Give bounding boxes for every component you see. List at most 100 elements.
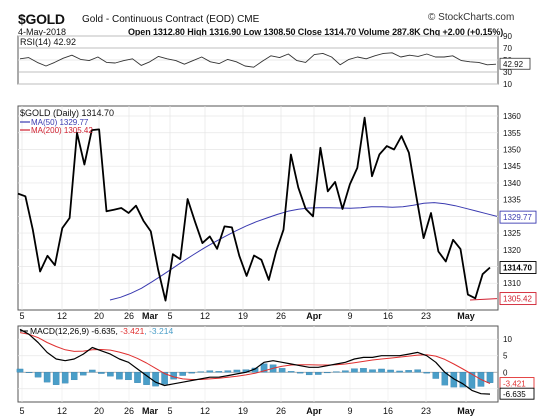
macd-histogram-bar bbox=[188, 372, 195, 374]
macd-panel bbox=[17, 325, 499, 403]
macd-histogram-bar bbox=[432, 372, 440, 379]
ma50-value-tag-box bbox=[499, 210, 537, 224]
ma200-legend-label: MA(200) 1305.42 bbox=[31, 126, 93, 135]
macd-histogram-bar bbox=[378, 368, 385, 373]
macd-histogram-bar bbox=[16, 368, 24, 373]
x-tick-label-bottom: 12 bbox=[57, 406, 67, 416]
price-tick-label: 1355 bbox=[503, 129, 521, 138]
x-tick-label-bottom: Mar bbox=[142, 406, 159, 416]
macd-histogram-bar bbox=[179, 372, 186, 376]
macd-histogram-bar bbox=[396, 370, 403, 373]
rsi-last-value: 42.92 bbox=[503, 60, 524, 69]
ma200-line bbox=[469, 298, 498, 301]
macd-histogram-bar bbox=[414, 369, 421, 373]
chart-date: 4-May-2018 bbox=[18, 27, 67, 37]
x-tick-label: 23 bbox=[421, 311, 431, 321]
x-tick-label: May bbox=[457, 311, 475, 321]
price-value-tag: 1314.70 bbox=[503, 264, 532, 273]
macd-histogram-bar bbox=[215, 371, 223, 373]
x-tick-label-bottom: Apr bbox=[306, 406, 322, 416]
macd-histogram-bar bbox=[459, 372, 467, 388]
macd-histogram-bar bbox=[278, 368, 286, 373]
macd-histogram-bar bbox=[89, 369, 96, 373]
macd-histogram-bar bbox=[287, 371, 295, 373]
rsi-tick-label: 90 bbox=[503, 32, 512, 41]
macd-histogram-bar bbox=[260, 363, 268, 373]
macd-histogram-bar bbox=[125, 372, 132, 381]
ohlc-summary: Open 1312.80 High 1316.90 Low 1308.50 Cl… bbox=[128, 27, 504, 37]
macd-histogram-bar bbox=[324, 372, 331, 374]
macd-histogram-bar bbox=[233, 369, 241, 373]
macd-histogram-bar bbox=[423, 372, 430, 374]
x-tick-label: 9 bbox=[347, 311, 352, 321]
x-tick-label: 12 bbox=[57, 311, 67, 321]
macd-histogram-bar bbox=[134, 372, 141, 383]
x-tick-label: Apr bbox=[306, 311, 322, 321]
x-tick-label-bottom: 12 bbox=[200, 406, 210, 416]
price-tick-label: 1320 bbox=[503, 246, 521, 255]
macd-histogram-bar bbox=[468, 372, 476, 389]
x-tick-label: 20 bbox=[94, 311, 104, 321]
x-tick-label-bottom: May bbox=[457, 406, 475, 416]
ma200-value-tag: 1305.42 bbox=[503, 295, 532, 304]
ma50-value-tag: 1329.77 bbox=[503, 213, 532, 222]
x-tick-label: Mar bbox=[142, 311, 159, 321]
macd-histogram-bar bbox=[486, 372, 494, 383]
macd-legend-part: -3.421 bbox=[118, 326, 145, 336]
x-tick-label-bottom: 19 bbox=[238, 406, 248, 416]
macd-legend: MACD(12,26,9) -6.635, -3.421, -3.214 bbox=[30, 326, 173, 336]
ma200-value-tag-box bbox=[499, 292, 537, 306]
price-value-tag-box bbox=[499, 261, 537, 274]
macd-histogram-bar bbox=[98, 372, 105, 374]
price-line bbox=[17, 116, 491, 302]
macd-histogram-bar bbox=[43, 372, 51, 383]
macd-histogram-bar bbox=[405, 370, 412, 373]
macd-tick-label: 10 bbox=[503, 335, 512, 344]
macd-value-tag-box bbox=[499, 387, 535, 400]
x-tick-label: 5 bbox=[19, 311, 24, 321]
macd-histogram-bar bbox=[34, 372, 42, 378]
rsi-tick-label: 10 bbox=[503, 80, 512, 89]
ma50-legend-label: MA(50) 1329.77 bbox=[31, 118, 89, 127]
macd-histogram-bar bbox=[25, 372, 33, 374]
macd-histogram-bar bbox=[197, 371, 205, 373]
macd-histogram-bar bbox=[80, 372, 87, 376]
macd-line bbox=[19, 328, 491, 395]
contract-label: Gold - Continuous Contract (EOD) bbox=[82, 14, 235, 25]
macd-histogram-bar bbox=[333, 371, 340, 373]
macd-histogram-bar bbox=[360, 368, 367, 373]
macd-histogram-bar bbox=[61, 372, 69, 384]
macd-histogram-bar bbox=[305, 372, 313, 376]
macd-histogram-bar bbox=[296, 372, 304, 374]
macd-histogram-bar bbox=[70, 372, 78, 381]
x-tick-label-bottom: 9 bbox=[347, 406, 352, 416]
macd-histogram-bar bbox=[351, 368, 358, 373]
price-tick-label: 1345 bbox=[503, 162, 521, 171]
macd-value-tag: -6.635 bbox=[503, 390, 526, 399]
x-tick-label: 12 bbox=[200, 311, 210, 321]
x-tick-label-bottom: 16 bbox=[383, 406, 393, 416]
price-tick-label: 1340 bbox=[503, 179, 521, 188]
macd-histogram-bar bbox=[450, 372, 458, 388]
rsi-line bbox=[19, 52, 497, 68]
source-credit: © StockCharts.com bbox=[428, 12, 515, 23]
macd-histogram-bar bbox=[342, 370, 349, 373]
x-tick-label: 5 bbox=[167, 311, 172, 321]
price-tick-label: 1325 bbox=[503, 229, 521, 238]
macd-histogram-bar bbox=[107, 372, 114, 377]
price-tick-label: 1360 bbox=[503, 112, 521, 121]
macd-histogram-bar bbox=[387, 369, 394, 373]
macd-histogram-bar bbox=[116, 372, 123, 380]
macd-tick-label: 0 bbox=[503, 368, 508, 377]
price-title: $GOLD (Daily) 1314.70 bbox=[20, 108, 114, 118]
chart-header: $GOLD Gold - Continuous Contract (EOD) C… bbox=[0, 0, 550, 37]
x-tick-label: 26 bbox=[276, 311, 286, 321]
macd-histogram-bar bbox=[369, 369, 376, 373]
price-tick-label: 1310 bbox=[503, 279, 521, 288]
macd-histogram-bar bbox=[224, 370, 232, 373]
x-tick-label-bottom: 26 bbox=[276, 406, 286, 416]
ticker-symbol: $GOLD bbox=[18, 11, 65, 27]
x-tick-label-bottom: 23 bbox=[421, 406, 431, 416]
macd-histogram-bar bbox=[161, 372, 168, 385]
